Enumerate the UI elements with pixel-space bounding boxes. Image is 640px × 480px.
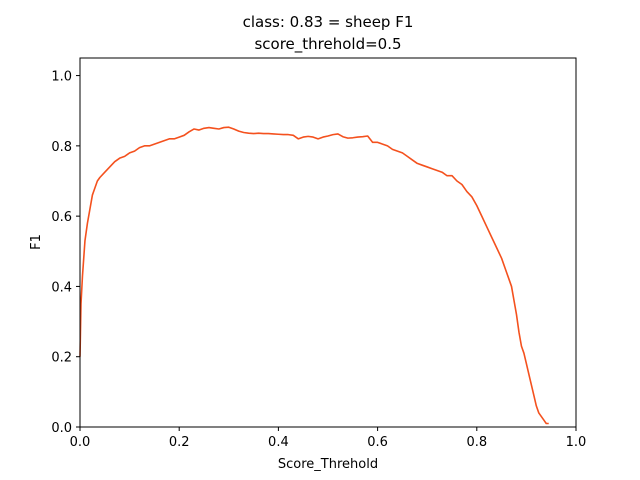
x-tick-label: 1.0 xyxy=(566,435,587,450)
y-tick-label: 0.4 xyxy=(51,280,72,295)
plot-frame xyxy=(79,57,577,428)
y-axis-label: F1 xyxy=(29,234,44,250)
y-tick-label: 0.2 xyxy=(51,351,72,366)
axis-ticks: 0.0 0.2 0.4 0.6 0.8 1.0 0.0 0.2 0.4 0.6 0.8 1.0 xyxy=(51,70,586,450)
chart-title: class: 0.83 = sheep F1 xyxy=(243,13,414,31)
y-tick-label: 0.0 xyxy=(51,421,72,436)
f1-curve xyxy=(79,126,549,425)
x-tick-label: 0.4 xyxy=(268,435,289,450)
x-tick-label: 0.0 xyxy=(70,435,91,450)
y-tick-label: 0.8 xyxy=(51,140,72,155)
x-tick-label: 0.6 xyxy=(367,435,388,450)
y-tick-label: 1.0 xyxy=(51,70,72,85)
x-tick-label: 0.8 xyxy=(466,435,487,450)
x-axis-label: Score_Threhold xyxy=(278,457,378,472)
chart-subtitle: score_threhold=0.5 xyxy=(254,35,401,54)
x-tick-label: 0.2 xyxy=(169,435,190,450)
y-tick-label: 0.6 xyxy=(51,210,72,225)
plot-area xyxy=(79,126,549,425)
